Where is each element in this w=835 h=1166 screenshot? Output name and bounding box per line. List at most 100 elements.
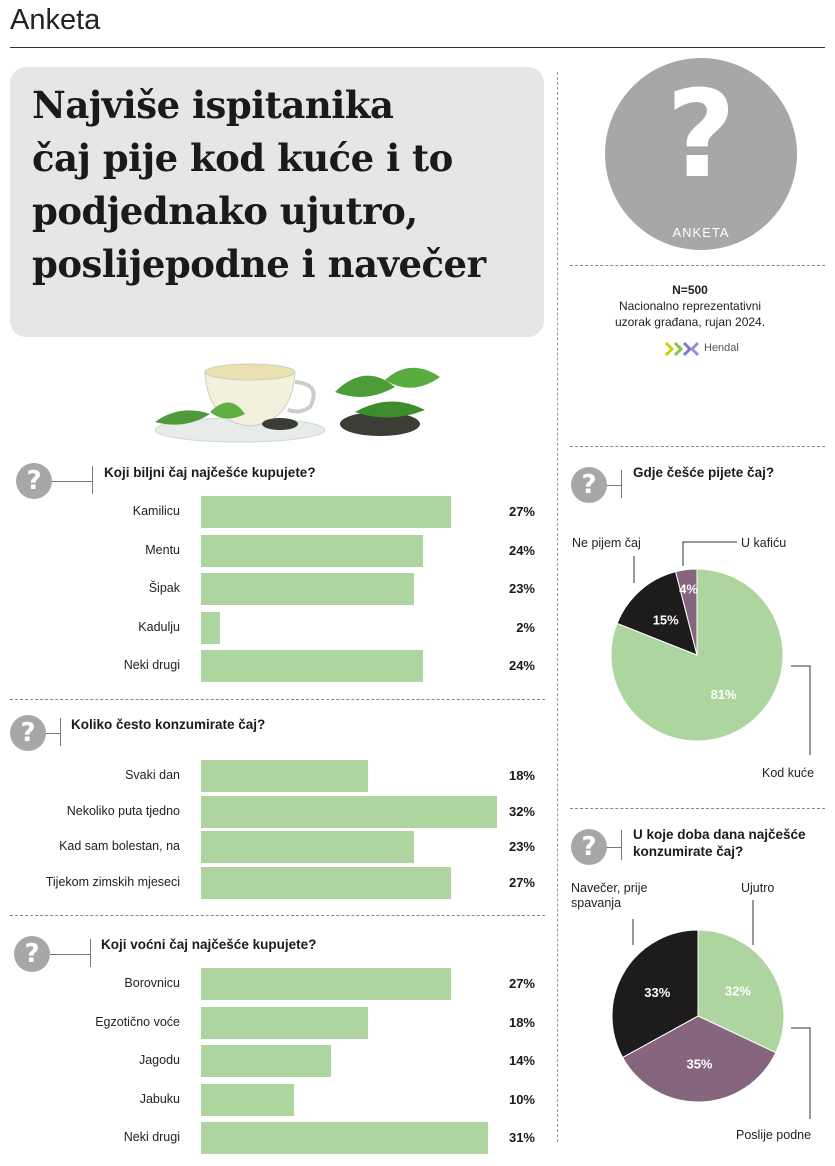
bar: [201, 1122, 488, 1154]
bar-category-label: Neki drugi: [123, 1130, 180, 1144]
chart-title-line: U koje doba dana najčešće: [633, 827, 806, 842]
hendal-logo-icon: [664, 341, 700, 357]
bar-value-label: 14%: [508, 1053, 535, 1068]
bar: [201, 1006, 368, 1039]
sample-size: N=500: [672, 283, 708, 297]
bar-value-label: 10%: [508, 1091, 535, 1107]
bar-category-label: Egzotično voće: [95, 1014, 180, 1029]
bar-category-label: Neki drugi: [123, 658, 180, 672]
bar-value-label: 24%: [508, 542, 535, 558]
pie-value-label: 15%: [653, 613, 679, 628]
chart-title: Koliko često konzumirate čaj?: [71, 717, 266, 732]
title-connector: [60, 718, 61, 746]
bar-value-label: 24%: [508, 658, 535, 673]
hendal-logo: Hendal: [664, 340, 754, 358]
pie-leader-line: [791, 1027, 811, 1119]
bar-category-label: Tijekom zimskih mjeseci: [45, 874, 180, 889]
bar: [201, 760, 368, 792]
headline: Najviše ispitanika čaj pije kod kuće i t…: [32, 79, 542, 291]
bar: [201, 866, 451, 899]
bar-category-label: Borovnicu: [124, 976, 180, 990]
agency-name: Hendal: [704, 342, 739, 354]
bar: [201, 831, 414, 863]
bar-category-label: Kad sam bolestan, na: [59, 839, 180, 853]
bar-value-label: 31%: [508, 1130, 535, 1145]
pie-label: spavanja: [571, 896, 621, 910]
sample-description: Nacionalno reprezentativni: [618, 299, 762, 313]
bar: [201, 534, 423, 567]
bar-chart-fruit: Borovnicu 27% Egzotično voće 18% Jagodu 14% Ja…: [10, 968, 545, 1158]
headline-line: podjednako ujutro,: [32, 189, 418, 233]
tea-cup-illustration: [150, 352, 445, 447]
title-connector: [607, 485, 621, 486]
pie-value-label: 4%: [679, 581, 698, 596]
title-connector: [621, 830, 622, 860]
question-mark-icon: ?: [571, 829, 607, 865]
title-connector: [621, 470, 622, 498]
chart-title: Koji voćni čaj najčešće kupujete?: [101, 937, 317, 952]
bar-category-label: Jagodu: [138, 1053, 180, 1067]
bar-category-label: Jabuku: [139, 1091, 180, 1106]
question-mark-icon: ?: [14, 936, 50, 972]
section-divider: [10, 699, 545, 700]
title-connector: [90, 939, 91, 967]
bar-value-label: 18%: [508, 1014, 535, 1030]
pie-leader-line: [791, 665, 811, 755]
title-connector: [52, 481, 92, 482]
pie-label: Ujutro: [741, 881, 774, 895]
question-mark-icon: ?: [666, 66, 736, 205]
bar: [201, 968, 451, 1000]
chart-title-line: konzumirate čaj?: [633, 844, 744, 859]
bar-value-label: 32%: [508, 803, 535, 819]
bar-category-label: Kamilicu: [132, 504, 180, 518]
column-divider: [557, 72, 558, 1142]
bar: [201, 611, 220, 644]
pie-chart-where: Ne pijem čaj U kafiću Kod kuće 81% 15% 4%: [572, 536, 814, 780]
bar-value-label: 23%: [508, 581, 535, 596]
pie-value-label: 33%: [644, 985, 670, 1000]
section-divider: [570, 446, 825, 447]
bar: [201, 496, 451, 528]
chart-title: U koje doba dana najčešće konzumirate ča…: [633, 826, 806, 860]
bar-category-label: Šipak: [148, 581, 180, 595]
headline-line: poslijepodne i navečer: [32, 242, 486, 286]
bar-value-label: 18%: [508, 768, 535, 783]
pie-slice: [616, 571, 698, 656]
headline-line: Najviše ispitanika: [32, 83, 394, 127]
bar-category-label: Kadulju: [138, 619, 180, 634]
bar-value-label: 27%: [508, 976, 535, 991]
bar-chart-frequency: Svaki dan 18% Nekoliko puta tjedno 32% Kad s…: [10, 760, 545, 900]
pie-label: Poslije podne: [736, 1128, 811, 1142]
pie-label: Kod kuće: [762, 766, 814, 780]
bar-category-label: Nekoliko puta tjedno: [66, 803, 180, 818]
bar: [201, 795, 497, 828]
section-divider: [10, 915, 545, 916]
bar-value-label: 2%: [516, 619, 535, 635]
pie-value-label: 81%: [711, 687, 737, 702]
section-divider: [570, 808, 825, 809]
chart-title: Koji biljni čaj najčešće kupujete?: [104, 465, 316, 480]
anketa-badge: ? ANKETA: [605, 58, 797, 250]
bar-value-label: 27%: [508, 504, 535, 519]
bar-category-label: Mentu: [145, 542, 180, 557]
pie-slice: [675, 568, 698, 656]
headline-line: čaj pije kod kuće i to: [32, 136, 453, 180]
pie-slice: [621, 1015, 777, 1103]
anketa-badge-label: ANKETA: [672, 225, 730, 240]
title-connector: [50, 954, 90, 955]
question-mark-icon: ?: [571, 467, 607, 503]
sample-date: uzorak građana, rujan 2024.: [614, 315, 766, 329]
meta-divider: [570, 265, 825, 266]
header-rule: [10, 47, 825, 48]
bar-value-label: 27%: [508, 874, 535, 890]
bar-chart-herbal: Kamilicu 27% Mentu 24% Šipak 23% Kadulju 2% Neki…: [10, 496, 545, 691]
question-mark-icon: ?: [10, 715, 46, 751]
title-connector: [92, 466, 93, 494]
pie-slice: [611, 929, 699, 1059]
pie-value-label: 35%: [686, 1056, 712, 1071]
bar: [201, 1083, 294, 1116]
bar: [201, 1045, 331, 1077]
bar: [201, 573, 414, 605]
pie-label: Ne pijem čaj: [572, 536, 641, 550]
bar-value-label: 23%: [508, 839, 535, 854]
